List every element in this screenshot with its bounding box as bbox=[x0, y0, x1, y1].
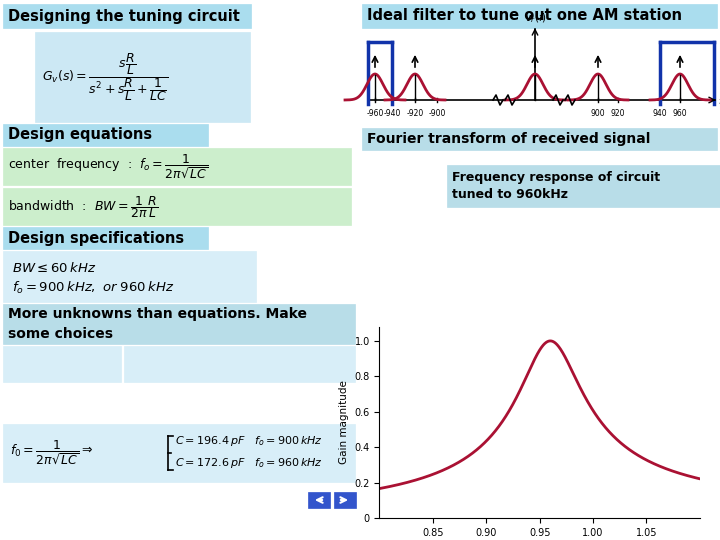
Text: -940: -940 bbox=[383, 109, 401, 118]
Text: -960: -960 bbox=[366, 109, 384, 118]
Text: -900: -900 bbox=[428, 109, 446, 118]
Bar bbox=[447, 165, 720, 207]
Bar bbox=[362, 30, 717, 148]
Y-axis label: Gain magnitude: Gain magnitude bbox=[339, 381, 348, 464]
Text: Designing the tuning circuit: Designing the tuning circuit bbox=[8, 9, 240, 24]
Text: More unknowns than equations. Make
some choices: More unknowns than equations. Make some … bbox=[8, 307, 307, 341]
Bar bbox=[334, 492, 356, 508]
Text: bandwidth  :  $BW = \dfrac{1}{2\pi}\dfrac{R}{L}$: bandwidth : $BW = \dfrac{1}{2\pi}\dfrac{… bbox=[8, 194, 158, 220]
Text: Frequency response of circuit
tuned to 960kHz: Frequency response of circuit tuned to 9… bbox=[452, 171, 660, 201]
Text: $C = 196.4\,pF \quad f_o = 900\,kHz$: $C = 196.4\,pF \quad f_o = 900\,kHz$ bbox=[175, 434, 323, 448]
Text: $f_o = 900\,kHz,\ or\ 960\,kHz$: $f_o = 900\,kHz,\ or\ 960\,kHz$ bbox=[12, 280, 174, 296]
Text: Design equations: Design equations bbox=[8, 127, 152, 143]
Bar bbox=[362, 4, 717, 28]
Bar bbox=[35, 32, 250, 122]
Text: 960: 960 bbox=[672, 109, 688, 118]
Bar bbox=[3, 346, 121, 382]
Bar bbox=[3, 424, 355, 482]
Text: Design specifications: Design specifications bbox=[8, 231, 184, 246]
Bar bbox=[362, 128, 717, 150]
Bar bbox=[3, 148, 351, 185]
Bar bbox=[3, 304, 355, 344]
Bar bbox=[3, 227, 208, 249]
Text: -920: -920 bbox=[406, 109, 423, 118]
Bar bbox=[3, 251, 256, 302]
Text: center  frequency  :  $f_o = \dfrac{1}{2\pi\sqrt{LC}}$: center frequency : $f_o = \dfrac{1}{2\pi… bbox=[8, 153, 209, 181]
Text: $G_v(s) = \dfrac{s\dfrac{R}{L}}{s^2 + s\dfrac{R}{L} + \dfrac{1}{LC}}$: $G_v(s) = \dfrac{s\dfrac{R}{L}}{s^2 + s\… bbox=[42, 51, 168, 103]
Text: $f_0 = \dfrac{1}{2\pi\sqrt{LC}} \Rightarrow$: $f_0 = \dfrac{1}{2\pi\sqrt{LC}} \Rightar… bbox=[10, 439, 94, 467]
Text: $\mathbf{v}_r(f)$: $\mathbf{v}_r(f)$ bbox=[523, 11, 546, 25]
Bar bbox=[3, 124, 208, 146]
Text: 940: 940 bbox=[653, 109, 667, 118]
Text: Fourier transform of received signal: Fourier transform of received signal bbox=[367, 132, 650, 146]
Bar bbox=[3, 188, 351, 225]
Bar bbox=[3, 4, 251, 28]
Text: Ideal filter to tune out one AM station: Ideal filter to tune out one AM station bbox=[367, 9, 682, 24]
Text: $BW \leq 60\,kHz$: $BW \leq 60\,kHz$ bbox=[12, 261, 96, 275]
Text: 920: 920 bbox=[611, 109, 625, 118]
Bar bbox=[124, 346, 355, 382]
Bar bbox=[308, 492, 330, 508]
Text: 900: 900 bbox=[590, 109, 606, 118]
Text: $C = 172.6\,pF \quad f_o = 960\,kHz$: $C = 172.6\,pF \quad f_o = 960\,kHz$ bbox=[175, 456, 323, 470]
Text: $f$ (kHz): $f$ (kHz) bbox=[718, 95, 720, 107]
